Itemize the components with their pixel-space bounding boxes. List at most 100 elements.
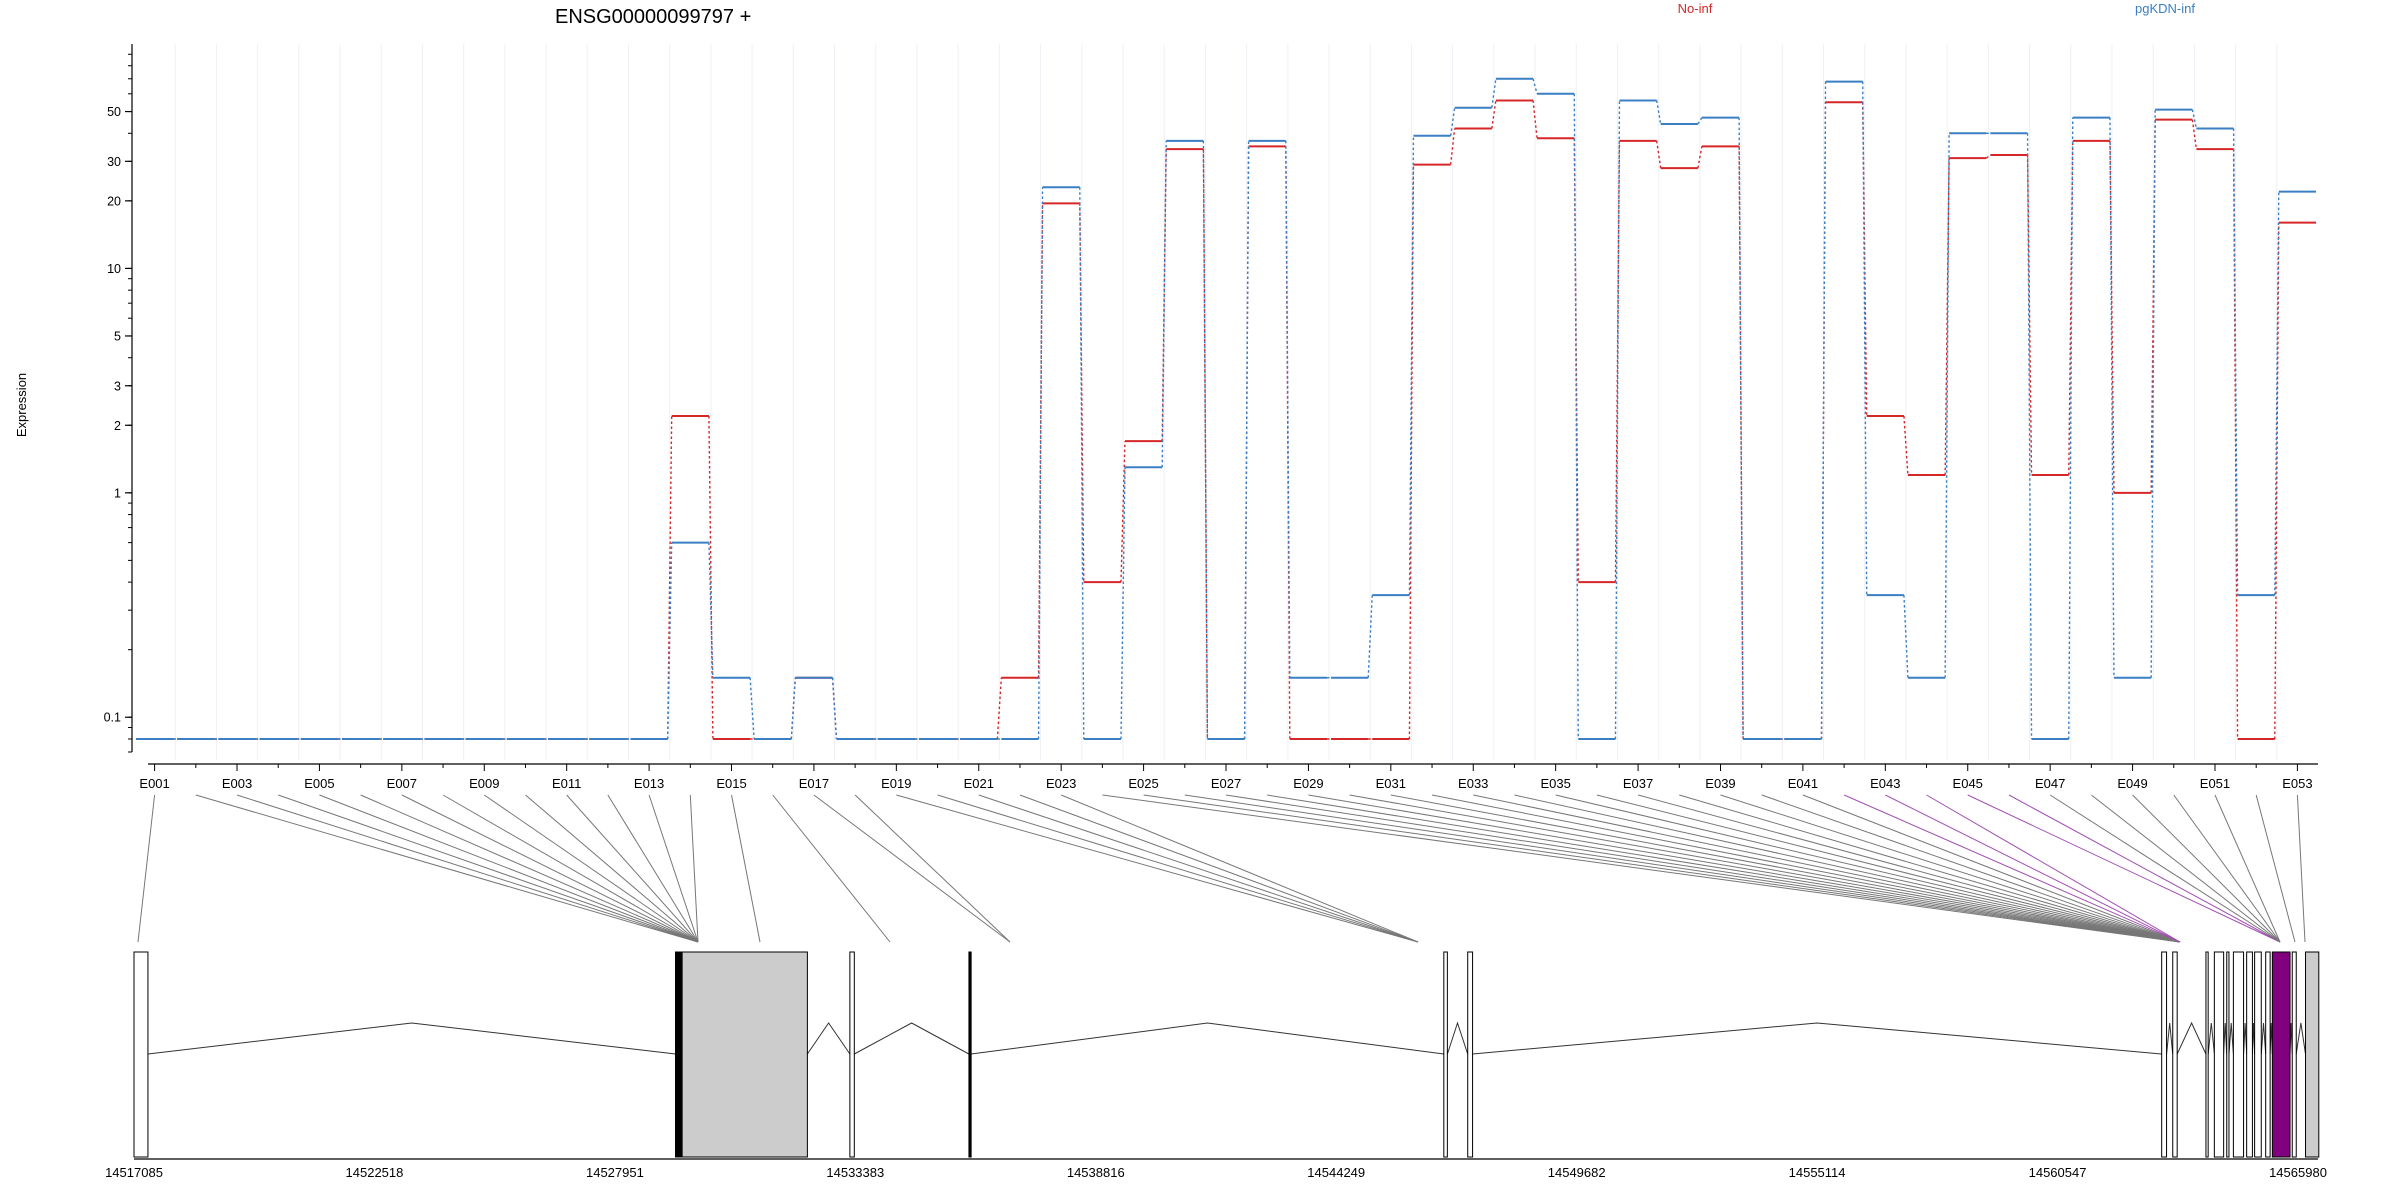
x-tick-label: E021 [964,776,994,791]
exon-connector [1596,794,2181,943]
legend-no-inf: No-inf [1678,1,1713,16]
exon-connector [1349,794,2181,943]
genomic-tick-label: 14565980 [2269,1165,2327,1180]
exon-connector [1761,794,2181,943]
gene-model-exon [2226,951,2230,1158]
x-tick-label: E001 [139,776,169,791]
x-tick-label: E011 [552,776,581,791]
exon-connector [1637,794,2181,943]
x-tick-label: E027 [1211,776,1241,791]
gene-model-exon [2254,951,2262,1158]
exon-connector [1514,794,2181,943]
exon-connector [1555,794,2181,943]
x-tick-label: E023 [1046,776,1076,791]
gene-model-exon [133,951,149,1158]
gene-model-exon [2172,951,2178,1158]
genomic-tick-label: 14549682 [1548,1165,1606,1180]
exon-connector [566,794,699,943]
exon-connector [648,794,699,943]
genomic-tick-label: 14544249 [1307,1165,1365,1180]
exon-connector [2255,794,2296,943]
genomic-tick-label: 14538816 [1067,1165,1125,1180]
y-tick-label: 10 [107,262,121,276]
exon-connector [1885,794,2181,943]
exon-connector [319,794,699,943]
x-tick-label: E045 [1953,776,1983,791]
gene-model-exon [2291,951,2297,1158]
y-tick-label: 20 [107,194,121,208]
exon-connector [978,794,1419,943]
exon-connector [813,794,1011,943]
exon-connector [2132,794,2281,943]
exon-connector [1802,794,2181,943]
x-tick-label: E053 [2282,776,2312,791]
genomic-tick-label: 14560547 [2029,1165,2087,1180]
exon-connector [1019,794,1419,943]
chart-title: ENSG00000099797 + [555,6,751,28]
axes: 0.1 1 2 3 5 10 20 30 50 E001 E003 E005 E007 E009 E011 E… [104,44,2318,791]
exon-connector [2008,794,2281,943]
x-tick-label: E031 [1376,776,1406,791]
genomic-tick-label: 14527951 [586,1165,644,1180]
x-tick-label: E015 [716,776,746,791]
x-tick-label: E051 [2200,776,2230,791]
exon-connector [1143,794,2181,943]
gene-model-exon [968,951,972,1158]
exon-connector [2214,794,2281,943]
exon-connector [1060,794,1419,943]
gene-model-exon [681,951,808,1158]
exon-connector [2173,794,2281,943]
gene-model-exon [1443,951,1448,1158]
exon-connector [1843,794,2181,943]
genomic-tick-label: 14533383 [826,1165,884,1180]
exon-connector [689,794,699,943]
y-tick-label: 30 [107,155,121,169]
exon-connector [1926,794,2181,943]
gene-model-exon [849,951,855,1158]
exon-connector [854,794,1011,943]
gene-model-exon [2213,951,2225,1158]
exon-connector [1102,794,2181,943]
exon-connector [896,794,1419,943]
exon-connector [1390,794,2181,943]
x-tick-label: E017 [799,776,829,791]
y-tick-label: 2 [114,419,121,433]
exon-connectors [137,794,2306,943]
series [136,77,2316,740]
intron-lines [147,1021,2306,1055]
gene-model-exon [2271,951,2291,1158]
x-tick-label: E007 [387,776,417,791]
exon-connector [1184,794,2181,943]
y-tick-label: 5 [114,329,121,343]
exon-connector [1473,794,2181,943]
y-tick-label: 50 [107,105,121,119]
exon-connector [731,794,761,943]
gene-model-exon [2305,951,2320,1158]
x-tick-label: E039 [1705,776,1735,791]
exon-connector [1967,794,2281,943]
exon-connector [2296,794,2306,943]
x-tick-label: E013 [634,776,664,791]
x-tick-label: E009 [469,776,499,791]
x-tick-label: E005 [304,776,334,791]
gene-model-exon [674,951,683,1158]
exon-connector [772,794,891,943]
x-tick-label: E041 [1788,776,1818,791]
gene-model-exon [2246,951,2253,1158]
grid-lines [174,44,2278,760]
exon-connector [236,794,699,943]
exon-connector [1225,794,2181,943]
legend-pgkdn-inf: pgKDN-inf [2135,1,2195,16]
x-tick-label: E029 [1293,776,1323,791]
exon-connector [2091,794,2281,943]
x-tick-label: E033 [1458,776,1488,791]
exon-connector [607,794,699,943]
exon-connector [278,794,699,943]
exon-connector [937,794,1419,943]
x-tick-label: E043 [1870,776,1900,791]
x-tick-label: E035 [1540,776,1570,791]
exon-connector [1267,794,2181,943]
exon-connector [442,794,699,943]
exon-connector [137,794,156,943]
exon-connector [483,794,699,943]
